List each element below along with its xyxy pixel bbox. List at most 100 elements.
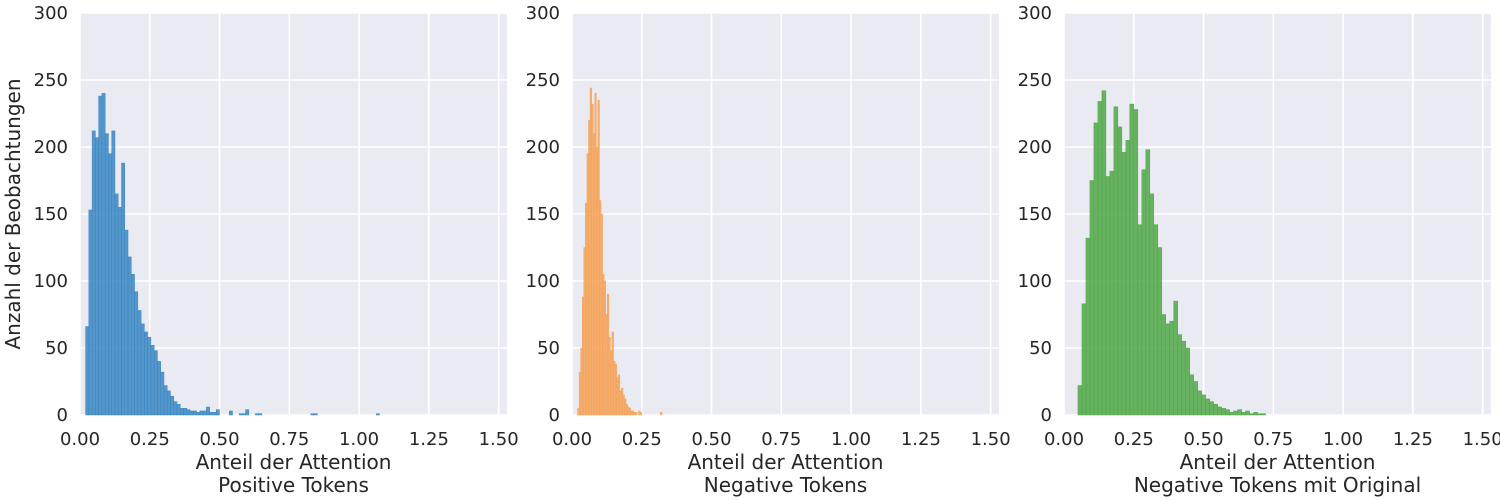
histogram-bar	[180, 408, 184, 416]
histogram-bar	[229, 410, 233, 416]
histogram-bar	[202, 410, 207, 416]
histogram-bar	[157, 361, 161, 416]
y-tick-label: 300	[526, 3, 560, 24]
histogram-bar	[1157, 247, 1163, 416]
histogram-bar	[101, 93, 106, 416]
x-tick-label: 0.50	[200, 429, 240, 450]
x-tick-label: 1.25	[409, 429, 449, 450]
histogram-bar	[1153, 224, 1159, 416]
histogram-bar	[258, 413, 263, 416]
histogram-bar	[209, 412, 214, 416]
histogram-bar	[111, 130, 116, 416]
x-tick-label: 0.75	[269, 429, 309, 450]
histogram-bar	[1133, 109, 1139, 416]
histogram-bar	[1137, 224, 1143, 416]
x-tick-label: 0.25	[1114, 429, 1154, 450]
histogram-bar	[1105, 176, 1111, 416]
y-tick-label: 250	[526, 70, 560, 91]
histogram-bar	[1129, 103, 1135, 416]
histogram-bar	[313, 413, 318, 416]
histogram-bar	[189, 410, 194, 416]
x-tick-label: 0.00	[60, 429, 100, 450]
histogram-bar	[1201, 394, 1206, 416]
histogram-bar	[639, 412, 642, 416]
histogram-bar	[1209, 401, 1214, 416]
x-axis-sublabel: Negative Tokens	[704, 473, 867, 497]
histogram-bar	[1177, 334, 1182, 416]
y-tick-label: 300	[1018, 3, 1052, 24]
y-tick-label: 250	[34, 70, 68, 91]
histogram-bar	[131, 274, 135, 416]
x-tick-label: 1.00	[1323, 429, 1363, 450]
histogram-bar	[1165, 323, 1170, 416]
x-axis-label: Anteil der Attention	[1180, 450, 1376, 474]
histogram-bar	[140, 323, 145, 416]
histogram-bar	[91, 130, 96, 416]
histogram-bar	[1149, 193, 1155, 416]
histogram-bar	[1109, 170, 1115, 416]
histogram-bar	[1241, 412, 1246, 416]
histogram-bar	[98, 95, 103, 416]
histogram-bar	[1253, 412, 1258, 416]
histogram-bar	[1185, 347, 1190, 416]
y-axis-label: Anzahl der Beobachtungen	[1, 78, 25, 349]
x-axis-sublabel: Negative Tokens mit Original	[1134, 473, 1421, 497]
histogram-bar	[1161, 314, 1167, 416]
histogram-bar	[193, 410, 197, 416]
histogram-bar	[1261, 413, 1266, 416]
histogram-bar	[108, 153, 112, 416]
x-axis-label: Anteil der Attention	[688, 450, 884, 474]
histogram-bar	[1225, 409, 1230, 416]
histogram-bar	[255, 413, 259, 416]
x-tick-label: 1.50	[1463, 429, 1500, 450]
histogram-bar	[173, 401, 178, 416]
histogram-bar	[166, 390, 171, 416]
x-tick-label: 1.25	[1393, 429, 1433, 450]
histogram-bar	[1113, 106, 1119, 416]
y-tick-label: 50	[45, 338, 68, 359]
histogram-bar	[1173, 300, 1178, 416]
histogram-bar	[1257, 413, 1262, 416]
histogram-bar	[1089, 180, 1095, 416]
histogram-bar	[1093, 122, 1099, 416]
histogram-bar	[124, 229, 129, 416]
histogram-bar	[1237, 409, 1242, 416]
histogram-bar	[242, 413, 246, 416]
histogram-bar	[1141, 169, 1147, 416]
histogram-bar	[1169, 320, 1174, 416]
histogram-bar	[1121, 152, 1127, 416]
histogram-bar	[1221, 408, 1226, 416]
y-tick-label: 300	[34, 3, 68, 24]
panel-1: 0.00 0.25 0.50 0.75 1.00 1.25 1.50 0 50 100 150 200…	[1, 3, 519, 497]
histogram-bar	[1085, 237, 1091, 416]
x-axis-sublabel: Positive Tokens	[218, 473, 369, 497]
histogram-bar	[95, 137, 99, 416]
y-tick-label: 150	[34, 204, 68, 225]
x-tick-label: 1.00	[339, 429, 379, 450]
x-tick-label: 1.25	[901, 429, 941, 450]
histogram-bar	[238, 413, 243, 416]
histogram-bar	[375, 413, 380, 416]
histogram-bar	[104, 133, 109, 416]
histogram-bar	[147, 337, 152, 416]
histogram-bar	[1217, 406, 1222, 416]
histogram-bar	[1077, 385, 1083, 416]
histogram-bar	[1081, 303, 1087, 416]
histogram-bar	[186, 409, 191, 416]
histogram-bar	[1193, 381, 1198, 416]
histogram-bar	[117, 207, 122, 416]
y-tick-label: 0	[57, 405, 68, 426]
y-tick-label: 100	[34, 271, 68, 292]
histogram-bar	[1229, 412, 1234, 416]
histogram-bar	[121, 162, 126, 416]
panel-2: 0.00 0.25 0.50 0.75 1.00 1.25 1.50 0 50 100 150 200…	[526, 3, 1011, 497]
x-tick-label: 0.00	[552, 429, 592, 450]
histogram-bar	[1233, 410, 1238, 416]
y-tick-label: 0	[549, 405, 560, 426]
histogram-bar	[134, 291, 139, 416]
histogram-bar	[196, 412, 201, 416]
y-tick-label: 50	[537, 338, 560, 359]
y-tick-label: 0	[1041, 405, 1052, 426]
histogram-bar	[1145, 149, 1151, 416]
